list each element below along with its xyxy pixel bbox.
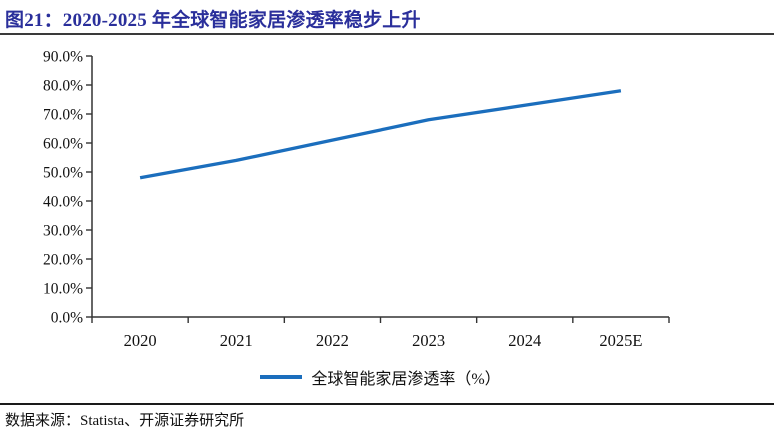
x-axis-tick-label: 2022 bbox=[316, 331, 349, 350]
y-axis-tick-label: 50.0% bbox=[43, 165, 83, 182]
y-axis-tick-label: 30.0% bbox=[43, 223, 83, 240]
x-axis-tick-label: 2024 bbox=[508, 331, 541, 350]
figure-title: 图21：2020-2025 年全球智能家居渗透率稳步上升 bbox=[5, 10, 421, 31]
legend-line-swatch bbox=[260, 375, 303, 379]
y-axis-tick-label: 10.0% bbox=[43, 281, 83, 298]
y-axis-tick-label: 60.0% bbox=[43, 136, 83, 153]
x-axis-tick-label: 2020 bbox=[124, 331, 157, 350]
series-line-smart-home-penetration bbox=[139, 89, 622, 180]
x-axis-tick-label: 2023 bbox=[412, 331, 445, 350]
y-axis-tick-label: 20.0% bbox=[43, 252, 83, 269]
y-axis-tick-label: 70.0% bbox=[43, 107, 83, 124]
footer-divider bbox=[0, 403, 774, 405]
data-source-note: 数据来源：Statista、开源证券研究所 bbox=[5, 413, 245, 429]
x-axis-tick-label: 2021 bbox=[220, 331, 253, 350]
legend-label: 全球智能家居渗透率（%） bbox=[311, 371, 501, 388]
y-axis-tick-label: 0.0% bbox=[51, 310, 83, 327]
x-axis-tick-label: 2025E bbox=[599, 331, 642, 350]
y-axis-tick-label: 90.0% bbox=[43, 49, 83, 66]
y-axis-tick-label: 80.0% bbox=[43, 78, 83, 95]
title-divider bbox=[0, 33, 774, 35]
y-axis-tick-label: 40.0% bbox=[43, 194, 83, 211]
penetration-line-chart: 0.0% 10.0% 20.0% 30.0% 40.0% 50.0% 60.0% 70.0% 8… bbox=[43, 49, 670, 350]
chart-legend: 全球智能家居渗透率（%） bbox=[92, 365, 669, 389]
